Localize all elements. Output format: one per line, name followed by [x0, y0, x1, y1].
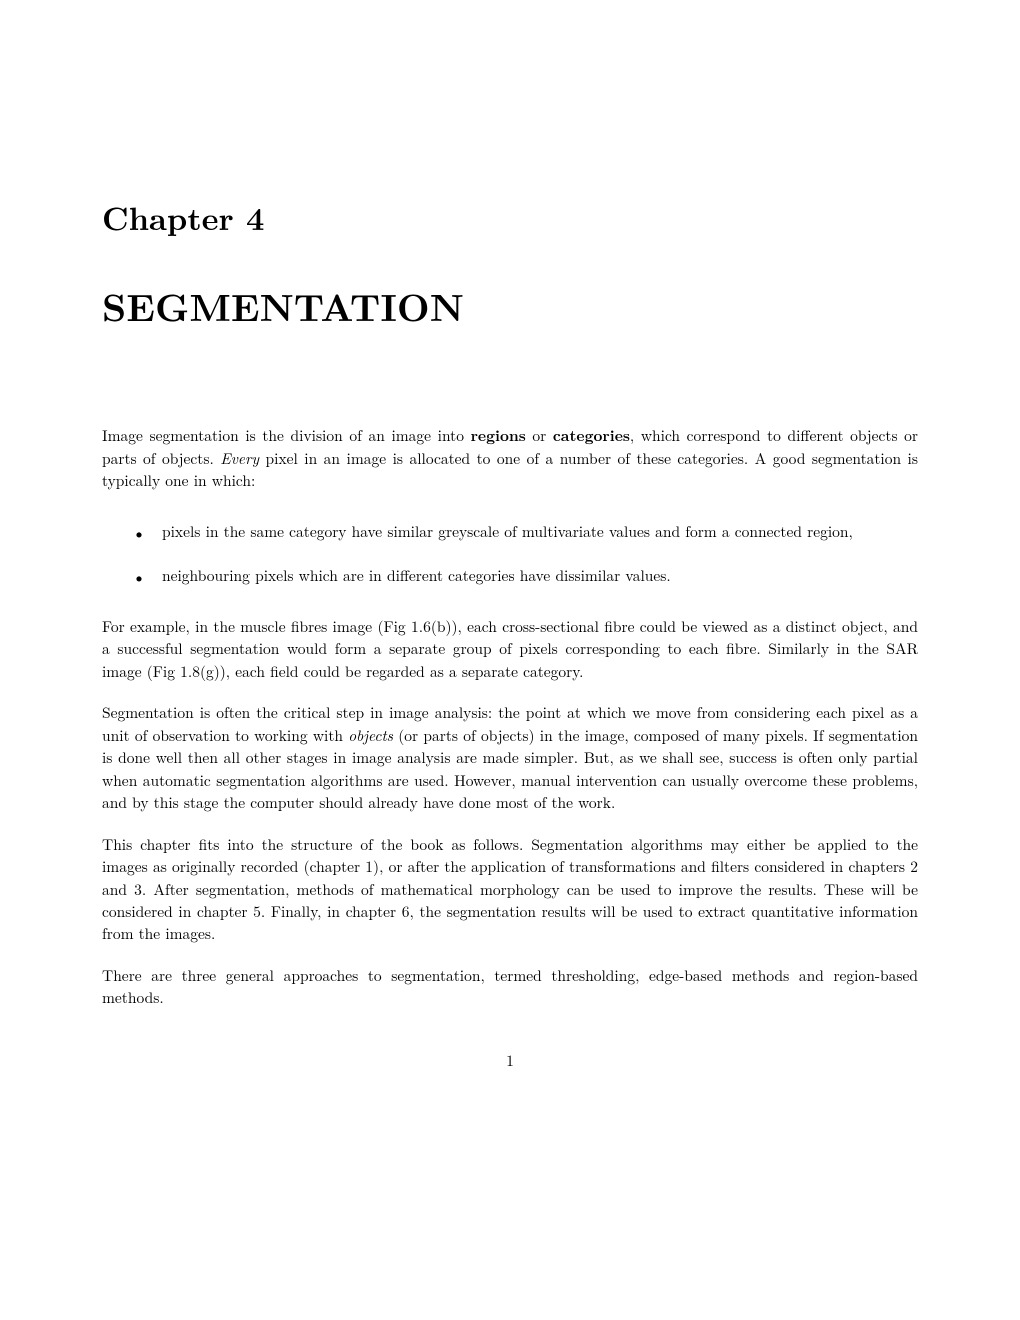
italic-term-every: Every — [220, 448, 259, 469]
paragraph: There are three general approaches to se… — [102, 965, 918, 1010]
list-item: neighbouring pixels which are in differe… — [124, 565, 918, 587]
list-item: pixels in the same category have similar… — [124, 521, 918, 543]
text-run: or — [526, 425, 553, 446]
chapter-label: Chapter 4 — [102, 195, 918, 241]
paragraph: This chapter fits into the structure of … — [102, 834, 918, 946]
bold-term-regions: regions — [471, 423, 526, 446]
page-number: 1 — [102, 1050, 918, 1072]
paragraph: Segmentation is often the critical step … — [102, 702, 918, 814]
text-run: Image segmentation is the division of an… — [102, 425, 471, 446]
bullet-list: pixels in the same category have similar… — [102, 521, 918, 588]
intro-paragraph: Image segmentation is the division of an… — [102, 424, 918, 492]
paragraph: For example, in the muscle fibres image … — [102, 616, 918, 683]
chapter-title: SEGMENTATION — [102, 279, 918, 334]
italic-term-objects: objects — [348, 725, 393, 746]
bold-term-categories: categories — [553, 423, 630, 446]
page: Chapter 4 SEGMENTATION Image segmentatio… — [0, 0, 1020, 1320]
